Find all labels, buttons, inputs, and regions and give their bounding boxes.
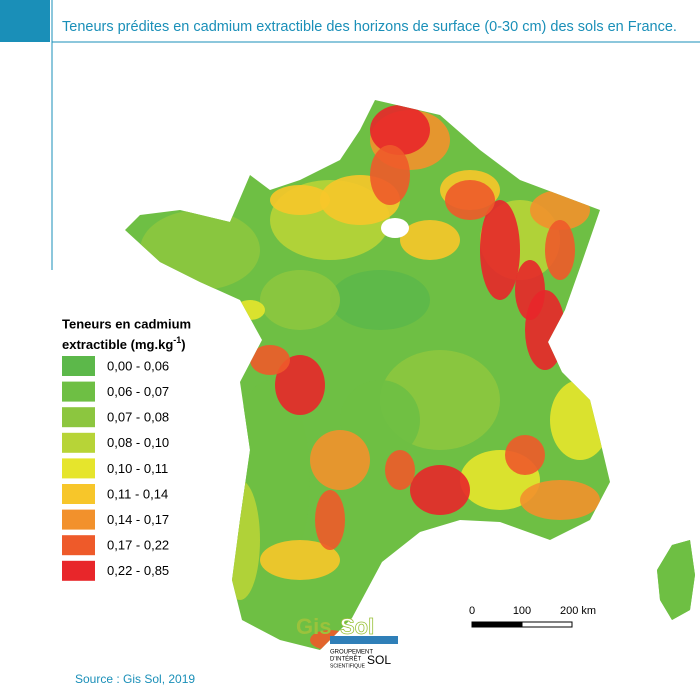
source: Source : Gis Sol, 2019: [75, 672, 195, 686]
map-region: [270, 185, 330, 215]
map-region: [260, 270, 340, 330]
legend-label: 0,14 - 0,17: [107, 512, 169, 527]
legend-swatch: [62, 535, 95, 556]
logo-gis: Gis: [296, 614, 331, 639]
map-region: [370, 145, 410, 205]
legend-swatch: [62, 407, 95, 428]
legend-label: 0,08 - 0,10: [107, 435, 169, 450]
legend-label: 0,11 - 0,14: [107, 486, 168, 501]
scale-bar: [471, 621, 523, 628]
map-region: [545, 220, 575, 280]
map-region: [330, 270, 430, 330]
legend-label: 0,07 - 0,08: [107, 410, 169, 425]
legend-swatch: [62, 458, 95, 479]
map-region: [370, 105, 430, 155]
map-region: [260, 540, 340, 580]
map-region: [520, 480, 600, 520]
legend-swatch: [62, 484, 95, 504]
map-region: [515, 260, 545, 320]
paris-area: [381, 218, 409, 238]
legend-swatch: [62, 381, 95, 402]
map-region: [235, 300, 265, 320]
map-region: [315, 490, 345, 550]
scale-label: 100: [513, 605, 531, 617]
map-region: [220, 480, 260, 600]
legend-title: extractible (mg.kg-1): [62, 335, 186, 352]
map-region: [505, 435, 545, 475]
legend-title: extractible (mg.kg: [62, 337, 173, 352]
map-region: [250, 345, 290, 375]
legend: 0,00 - 0,06 0,06 - 0,07 0,07 - 0,08 0,08 - …: [62, 356, 169, 581]
map-region: [310, 430, 370, 490]
legend-title-sup: -1: [173, 335, 181, 345]
map-region: [410, 465, 470, 515]
legend-swatch: [62, 560, 95, 581]
map-region: [650, 530, 695, 630]
logo-text: SCIENTIFIQUE: [330, 663, 366, 669]
legend-label: 0,06 - 0,07: [107, 384, 169, 399]
scale-label: 0: [469, 605, 475, 617]
map-region: [140, 210, 260, 290]
scale-bar: [521, 621, 573, 628]
legend-swatch: [62, 509, 95, 530]
logo-sol: Sol: [340, 614, 374, 639]
legend-label: 0,17 - 0,22: [107, 538, 169, 553]
legend-swatch: [62, 432, 95, 453]
map-region: [445, 180, 495, 220]
logo-text: SOL: [367, 653, 391, 667]
map-region: [385, 450, 415, 490]
logo-band: [330, 636, 398, 644]
header-block: [0, 0, 50, 42]
map-region: [480, 200, 520, 300]
map: [125, 100, 695, 650]
title: Teneurs prédites en cadmium extractible …: [62, 19, 677, 35]
legend-label: 0,00 - 0,06: [107, 358, 169, 373]
map-region: [550, 380, 610, 460]
logo-text: D'INTÉRÊT: [330, 655, 361, 663]
legend-swatch: [62, 356, 95, 376]
legend-title: Teneurs en cadmium: [62, 316, 191, 331]
legend-title: ): [181, 337, 185, 352]
legend-label: 0,10 - 0,11: [107, 461, 168, 476]
logo-text: GROUPEMENT: [330, 650, 373, 656]
map-region: [275, 355, 325, 415]
legend-label: 0,22 - 0,85: [107, 563, 169, 578]
map-region: [400, 220, 460, 260]
scale-label: 200 km: [560, 605, 596, 617]
